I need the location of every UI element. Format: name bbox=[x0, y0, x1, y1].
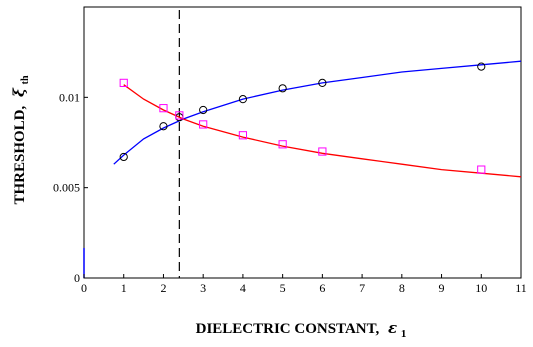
circle-marker bbox=[318, 78, 327, 87]
plot-frame bbox=[83, 6, 522, 279]
x-tick-label: 7 bbox=[359, 281, 365, 295]
y-axis-label: THRESHOLD, bbox=[12, 106, 28, 205]
x-tick-label: 3 bbox=[200, 281, 206, 295]
square-marker bbox=[119, 78, 128, 87]
x-tick-label: 5 bbox=[280, 281, 286, 295]
square-marker bbox=[318, 147, 327, 156]
x-tick-label: 1 bbox=[121, 281, 127, 295]
x-axis-symbol: ε bbox=[388, 319, 397, 337]
x-tick-label: 9 bbox=[439, 281, 445, 295]
square-marker bbox=[238, 131, 248, 140]
y-axis-symbol: ξ bbox=[10, 87, 28, 97]
axis-ticks: 0 1 2 3 4 5 6 7 8 9 10 11 0 0.005 0.01 bbox=[53, 90, 527, 295]
y-tick-label: 0 bbox=[74, 271, 80, 285]
fit-curve-series-1 bbox=[113, 60, 522, 165]
x-tick-label: 11 bbox=[515, 281, 527, 295]
square-marker bbox=[199, 120, 208, 129]
plot-area bbox=[83, 6, 522, 279]
circle-marker bbox=[477, 62, 486, 71]
x-axis-label: DIELECTRIC CONSTANT, bbox=[196, 321, 380, 337]
y-tick-label: 0.005 bbox=[53, 181, 80, 195]
y-axis-subscript: th bbox=[20, 75, 31, 84]
x-tick-label: 0 bbox=[81, 281, 87, 295]
x-axis-subscript: 1 bbox=[401, 328, 407, 340]
x-axis-title: DIELECTRIC CONSTANT, ε 1 bbox=[196, 319, 407, 340]
circle-marker bbox=[199, 105, 208, 115]
circle-marker bbox=[119, 152, 128, 162]
circle-marker bbox=[238, 95, 248, 104]
circle-marker bbox=[278, 84, 287, 93]
x-tick-label: 10 bbox=[475, 281, 487, 295]
y-axis-title: THRESHOLD, ξ th bbox=[10, 75, 31, 205]
fit-curves bbox=[113, 60, 522, 178]
square-marker bbox=[175, 111, 184, 120]
x-tick-label: 2 bbox=[160, 281, 166, 295]
x-tick-label: 4 bbox=[240, 281, 246, 295]
fit-curve-series-2 bbox=[123, 84, 522, 178]
x-tick-label: 6 bbox=[319, 281, 325, 295]
square-marker bbox=[477, 165, 486, 174]
y-tick-label: 0.01 bbox=[59, 90, 80, 104]
x-tick-label: 8 bbox=[399, 281, 405, 295]
data-markers bbox=[119, 62, 486, 174]
circle-marker bbox=[159, 122, 168, 131]
square-marker bbox=[278, 140, 287, 149]
square-marker bbox=[159, 104, 168, 113]
